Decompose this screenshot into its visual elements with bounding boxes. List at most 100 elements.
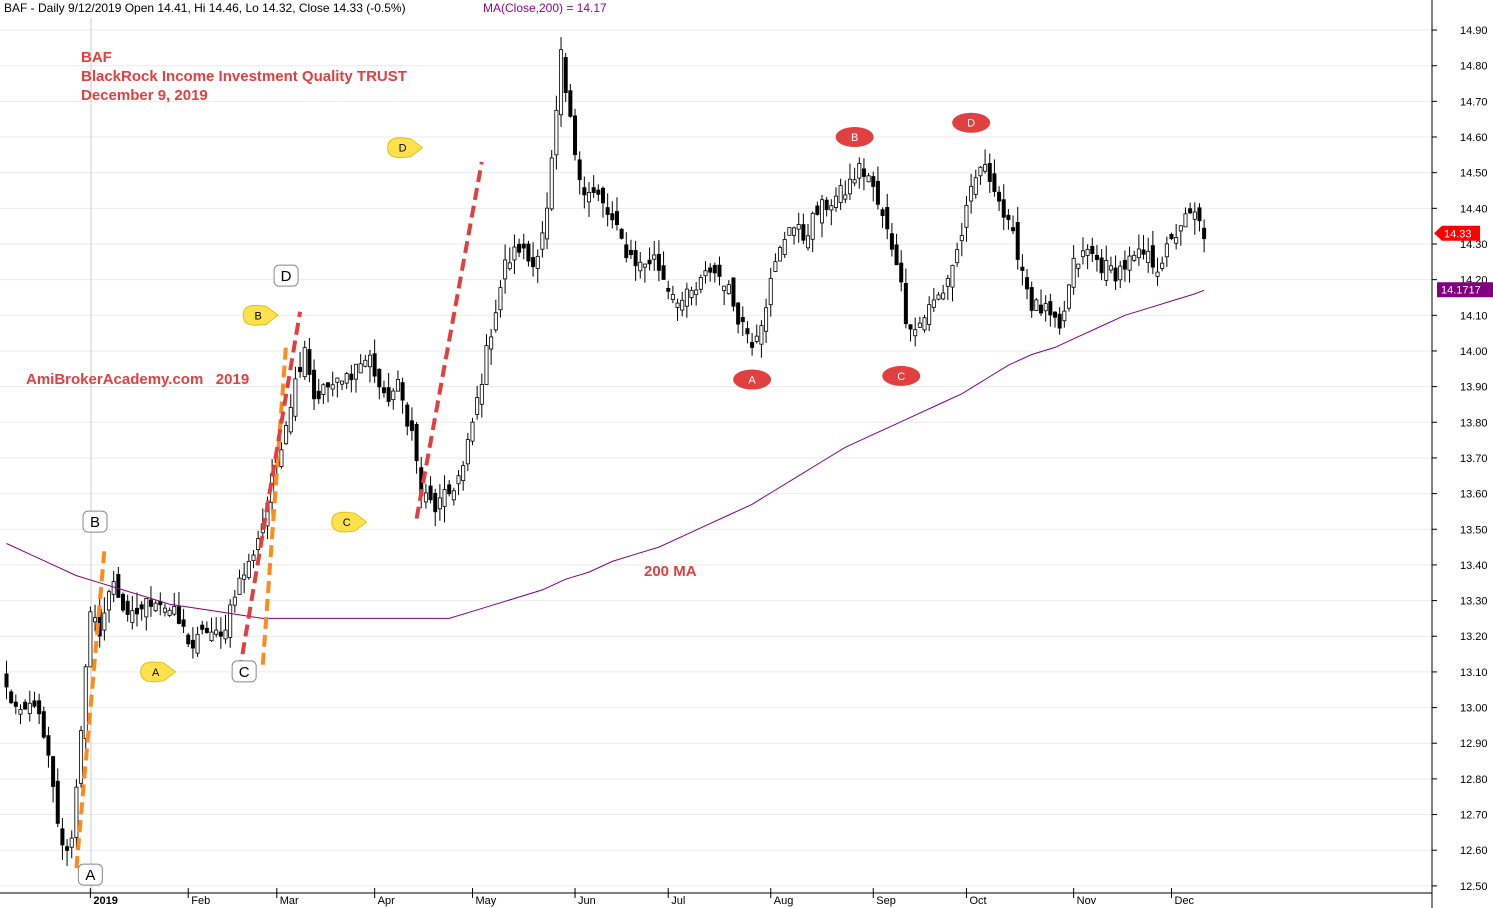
candle xyxy=(1080,237,1085,265)
candle xyxy=(512,234,517,275)
candle xyxy=(83,664,88,753)
candle xyxy=(1062,300,1067,328)
candle xyxy=(134,592,139,627)
y-tick-label: 13.60 xyxy=(1460,489,1488,501)
candle xyxy=(768,267,773,317)
candle xyxy=(409,407,414,441)
candle xyxy=(1122,250,1127,282)
candle xyxy=(722,285,727,306)
candle xyxy=(927,296,932,332)
candle xyxy=(1202,219,1207,253)
x-tick-label: Nov xyxy=(1077,895,1097,907)
candle xyxy=(1057,307,1062,335)
candle xyxy=(1183,207,1188,228)
candle xyxy=(302,340,307,380)
candle xyxy=(661,251,666,280)
candle xyxy=(116,566,121,598)
candle xyxy=(987,153,992,193)
wave-label-red: A xyxy=(733,369,772,390)
candle xyxy=(284,421,289,445)
candle xyxy=(228,599,233,648)
candle xyxy=(51,755,56,803)
x-tick-label: Jul xyxy=(671,895,685,907)
ma200-line xyxy=(6,289,1205,619)
candle xyxy=(861,158,866,191)
candle xyxy=(1006,208,1011,230)
candle xyxy=(223,614,228,644)
candle xyxy=(875,166,880,210)
candle xyxy=(484,334,489,385)
y-tick-label: 14.80 xyxy=(1460,61,1488,73)
candle xyxy=(386,372,391,407)
candle xyxy=(251,549,256,569)
candle xyxy=(633,240,638,281)
x-tick-label: Aug xyxy=(774,895,794,907)
candle xyxy=(740,306,745,337)
candle xyxy=(456,470,461,496)
candle xyxy=(37,693,42,725)
candle xyxy=(27,690,32,722)
candle xyxy=(563,53,568,102)
candle xyxy=(23,699,28,710)
candle xyxy=(801,213,806,245)
grid-lines xyxy=(0,29,1432,887)
candle xyxy=(903,268,908,329)
candle xyxy=(787,227,792,236)
candle xyxy=(656,240,661,282)
candle xyxy=(577,151,582,195)
candle xyxy=(717,256,722,286)
candle xyxy=(866,172,871,183)
y-tick-label: 12.90 xyxy=(1460,738,1488,750)
wave-label-yellow: D xyxy=(387,137,424,159)
candle xyxy=(74,779,79,849)
candle xyxy=(102,597,107,641)
candle xyxy=(1043,295,1048,322)
candle xyxy=(298,352,303,378)
candle xyxy=(363,354,368,368)
candle xyxy=(176,592,181,625)
candle xyxy=(60,818,65,860)
candle xyxy=(139,601,144,621)
candle xyxy=(88,606,93,668)
candle xyxy=(93,604,98,632)
candle xyxy=(46,726,51,768)
candle xyxy=(880,207,885,228)
header-ticker: BAF - Daily 9/12/2019 Open 14.41, Hi 14.… xyxy=(4,1,406,15)
candle xyxy=(820,194,825,238)
trend-line xyxy=(237,311,303,673)
candle xyxy=(750,332,755,356)
candle xyxy=(400,377,405,414)
candle xyxy=(335,377,340,398)
x-tick-label: Sep xyxy=(876,895,896,907)
candle xyxy=(316,378,321,404)
candle xyxy=(889,223,894,257)
x-tick-label: Oct xyxy=(969,895,986,907)
candle xyxy=(792,226,797,245)
candle xyxy=(642,263,647,283)
candle xyxy=(321,383,326,405)
time-axis: 2019 Feb Mar Apr May Jun Jul Aug Sep Oct Nov Dec xyxy=(89,888,1195,907)
candle xyxy=(470,417,475,446)
candle xyxy=(736,302,741,334)
candle xyxy=(326,382,331,403)
candle xyxy=(1039,289,1044,317)
wave-label-red: C xyxy=(882,365,921,386)
candle xyxy=(955,242,960,267)
candle xyxy=(162,603,167,617)
candle xyxy=(1085,244,1090,270)
candle xyxy=(498,280,503,318)
candle xyxy=(1178,225,1183,246)
candle xyxy=(18,704,23,725)
candle xyxy=(1099,249,1104,281)
candle xyxy=(591,175,596,198)
candle xyxy=(204,621,209,634)
candle xyxy=(964,195,969,242)
candle xyxy=(624,232,629,263)
y-tick-label: 12.60 xyxy=(1460,845,1488,857)
candle xyxy=(600,186,605,218)
candle xyxy=(237,569,242,596)
candle xyxy=(121,592,126,613)
x-tick-label: Jun xyxy=(578,895,596,907)
candle xyxy=(745,321,750,344)
candle xyxy=(1048,293,1053,327)
